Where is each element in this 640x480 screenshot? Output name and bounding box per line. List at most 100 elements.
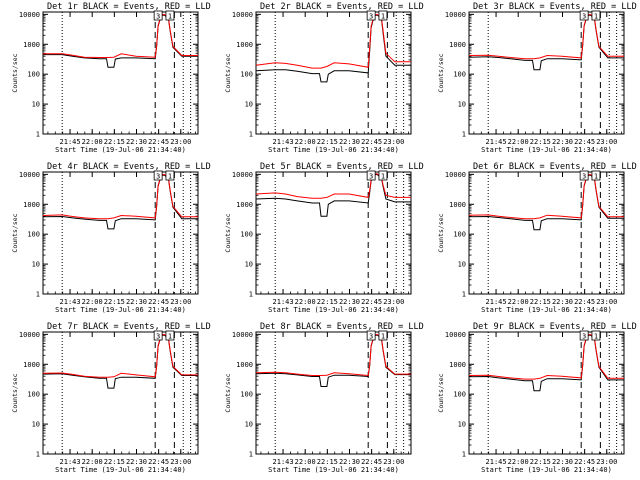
x-tick-label: 23:00 [383,138,404,146]
x-tick-label: 22:15 [530,458,551,466]
y-tick-label: 100 [453,71,466,79]
x-tick-label: 23:00 [383,298,404,306]
y-tick-label: 10 [245,421,253,429]
x-tick-label: 22:45 [148,298,169,306]
y-tick-label: 1 [462,131,466,139]
plot-frame [42,331,199,455]
x-tick-label: 23:00 [596,138,617,146]
y-tick-label: 100 [240,391,253,399]
x-tick-label: 22:15 [104,458,125,466]
x-axis-label: Start Time (19-Jul-06 21:34:40) [268,306,399,314]
y-tick-label: 1 [462,451,466,459]
lld-series-line [255,13,411,69]
y-tick-label: 1 [462,291,466,299]
y-tick-label: 10 [32,261,40,269]
x-tick-label: 21:45 [486,298,507,306]
y-axis-label: Counts/sec [11,213,19,252]
attenuator-marker-box [378,330,388,341]
x-tick-label: 22:45 [574,298,595,306]
detector-panel: Det 5r BLACK = Events, RED = LLD11010010… [224,162,424,314]
attenuator-label: 1 [168,13,172,21]
x-axis-label: Start Time (19-Jul-06 21:34:40) [481,146,612,154]
x-tick-label: 22:30 [126,458,147,466]
y-tick-label: 10 [458,101,466,109]
y-tick-label: 1 [36,131,40,139]
x-axis-label: Start Time (19-Jul-06 21:34:40) [268,466,399,474]
attenuator-label: 3 [582,13,586,21]
y-tick-label: 100 [240,71,253,79]
x-tick-label: 22:30 [339,458,360,466]
y-tick-label: 10000 [445,11,466,19]
x-tick-label: 23:00 [383,458,404,466]
detector-panel: Det 6r BLACK = Events, RED = LLD 1 10 100 10… [437,162,637,314]
y-axis-label: Counts/sec [437,213,445,252]
x-axis-label: Start Time (19-Jul-06 21:34:40) [55,306,186,314]
x-tick-label: 22:00 [295,458,316,466]
x-tick-label: 21:43 [273,298,294,306]
x-axis-label: Start Time (19-Jul-06 21:34:40) [481,466,612,474]
y-tick-label: 1 [249,451,253,459]
plot-frame [468,331,625,455]
x-tick-label: 22:15 [104,298,125,306]
lld-series-line [42,173,198,220]
x-axis-label: Start Time (19-Jul-06 21:34:40) [481,306,612,314]
x-tick-label: 22:00 [508,298,529,306]
x-tick-label: 21:45 [60,138,81,146]
x-tick-label: 22:00 [508,138,529,146]
plot-frame [42,171,199,295]
y-tick-label: 100 [453,231,466,239]
x-tick-label: 23:00 [170,298,191,306]
x-tick-label: 22:45 [361,138,382,146]
attenuator-marker-box [579,330,589,341]
detector-panel: Det 8r BLACK = Events, RED = LLD11010010… [224,322,424,474]
x-tick-label: 22:30 [126,138,147,146]
panel-title: Det 4r BLACK = Events, RED = LLD [47,162,211,172]
attenuator-label: 3 [582,333,586,341]
detector-panel: Det 7r BLACK = Events, RED = LLD11010010… [11,322,211,474]
y-tick-label: 10000 [445,171,466,179]
x-tick-label: 22:45 [148,138,169,146]
attenuator-label: 1 [381,173,385,181]
y-tick-label: 1000 [236,361,253,369]
y-tick-label: 100 [27,231,40,239]
y-tick-label: 1 [249,131,253,139]
x-tick-label: 22:00 [82,298,103,306]
plot-frame [255,11,412,135]
attenuator-marker-box [579,170,589,181]
x-tick-label: 22:30 [552,298,573,306]
y-axis-label: Counts/sec [11,373,19,412]
events-series-line [255,173,411,217]
x-tick-label: 22:15 [530,298,551,306]
x-tick-label: 22:45 [574,138,595,146]
x-tick-label: 22:30 [126,298,147,306]
attenuator-marker-box [591,330,601,341]
plot-frame [468,11,625,135]
attenuator-marker-box [378,170,388,181]
attenuator-label: 1 [594,13,598,21]
x-tick-label: 21:43 [60,298,81,306]
y-axis-label: Counts/sec [224,53,232,92]
x-tick-label: 21:45 [486,458,507,466]
y-tick-label: 100 [27,391,40,399]
y-tick-label: 10 [458,261,466,269]
y-tick-label: 1000 [23,41,40,49]
x-tick-label: 22:15 [317,298,338,306]
y-tick-label: 10000 [19,11,40,19]
x-tick-label: 21:45 [486,138,507,146]
attenuator-label: 1 [168,173,172,181]
attenuator-marker-box [153,170,163,181]
x-tick-label: 22:00 [295,138,316,146]
attenuator-label: 1 [594,333,598,341]
y-tick-label: 10000 [19,171,40,179]
x-tick-label: 23:00 [596,458,617,466]
detector-panel: Det 2r BLACK = Events, RED = LLD11010010… [224,2,424,154]
detector-panel: Det 3r BLACK = Events, RED = LLD11010010… [437,2,637,154]
attenuator-label: 3 [369,13,373,21]
panel-title: Det 6r BLACK = Events, RED = LLD [473,162,637,172]
panel-title: Det 5r BLACK = Events, RED = LLD [260,162,424,172]
y-tick-label: 1 [36,451,40,459]
attenuator-marker-box [366,330,376,341]
x-tick-label: 21:43 [273,458,294,466]
attenuator-label: 3 [369,173,373,181]
